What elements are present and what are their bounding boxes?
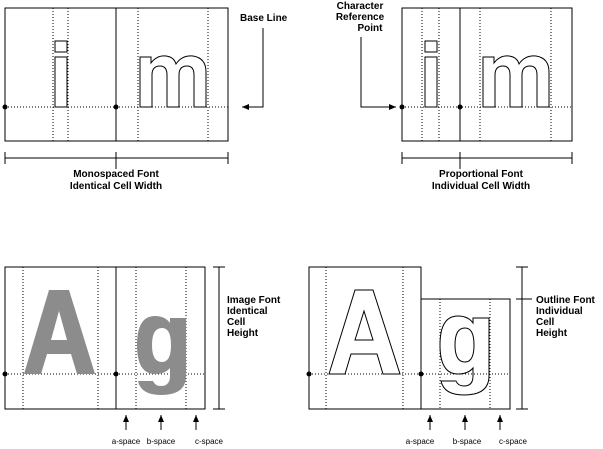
base-line-arrow — [242, 28, 264, 110]
prop-frame — [401, 7, 573, 142]
prop-glyph-m — [482, 55, 550, 108]
mono-glyph-m — [139, 55, 207, 108]
image-frame — [4, 266, 206, 410]
monospaced-panel: Monospaced Font Identical Cell Width — [2, 7, 229, 192]
mono-caption-1: Monospaced Font — [73, 169, 159, 180]
prop-ref-point-2 — [457, 104, 463, 110]
outline-font-panel: Outline Font Individual Cell Height a-sp… — [306, 266, 596, 446]
mono-width-dimension — [4, 152, 229, 169]
image-space-arrows — [123, 415, 199, 430]
prop-caption-1: Proportional Font — [439, 169, 524, 180]
outline-label-4: Height — [536, 328, 568, 339]
image-ref-point-2 — [113, 371, 119, 377]
outline-label-1: Outline Font — [536, 295, 596, 306]
image-height-dimension — [213, 266, 225, 410]
image-c-space-label: c-space — [195, 437, 224, 446]
outline-label-2: Individual — [536, 306, 583, 317]
base-line-callout: Base Line — [240, 13, 288, 110]
outline-b-space-label: b-space — [453, 437, 482, 446]
prop-caption-2: Individual Cell Width — [432, 181, 530, 192]
outline-a-space-label: a-space — [406, 437, 435, 446]
char-ref-callout: Character Reference Point — [336, 1, 396, 110]
image-font-panel: Image Font Identical Cell Height a-space… — [2, 266, 281, 446]
outline-ref-point-2 — [418, 371, 424, 377]
char-ref-arrow — [360, 37, 396, 110]
mono-ref-point-1 — [2, 104, 8, 110]
mono-glyph-i — [54, 40, 68, 108]
char-ref-label-2: Reference — [336, 12, 385, 23]
outline-space-arrows — [427, 415, 503, 430]
base-line-label: Base Line — [240, 13, 288, 24]
outline-cell-g — [420, 298, 511, 410]
proportional-panel: Proportional Font Individual Cell Width — [399, 7, 573, 192]
mono-ref-point-2 — [113, 104, 119, 110]
prop-ref-point-1 — [399, 104, 405, 110]
image-a-space-label: a-space — [112, 437, 141, 446]
outline-c-space-label: c-space — [499, 437, 528, 446]
image-glyph-a — [24, 290, 95, 374]
image-ref-point-1 — [2, 371, 8, 377]
image-label-4: Height — [227, 328, 259, 339]
char-ref-label-1: Character — [337, 1, 384, 12]
image-glyph-g — [137, 316, 186, 395]
image-label-1: Image Font — [227, 295, 281, 306]
outline-glyph-a — [328, 289, 401, 375]
prop-glyph-i — [424, 40, 438, 108]
image-label-3: Cell — [227, 317, 246, 328]
outline-ref-point-1 — [306, 371, 312, 377]
prop-width-dimension — [401, 152, 573, 169]
outline-label-3: Cell — [536, 317, 555, 328]
mono-caption-2: Identical Cell Width — [70, 181, 162, 192]
outline-glyph-g — [439, 315, 490, 396]
outline-height-dimension — [516, 266, 532, 410]
image-b-space-label: b-space — [147, 437, 176, 446]
char-ref-label-3: Point — [358, 23, 384, 34]
image-label-2: Identical — [227, 306, 268, 317]
